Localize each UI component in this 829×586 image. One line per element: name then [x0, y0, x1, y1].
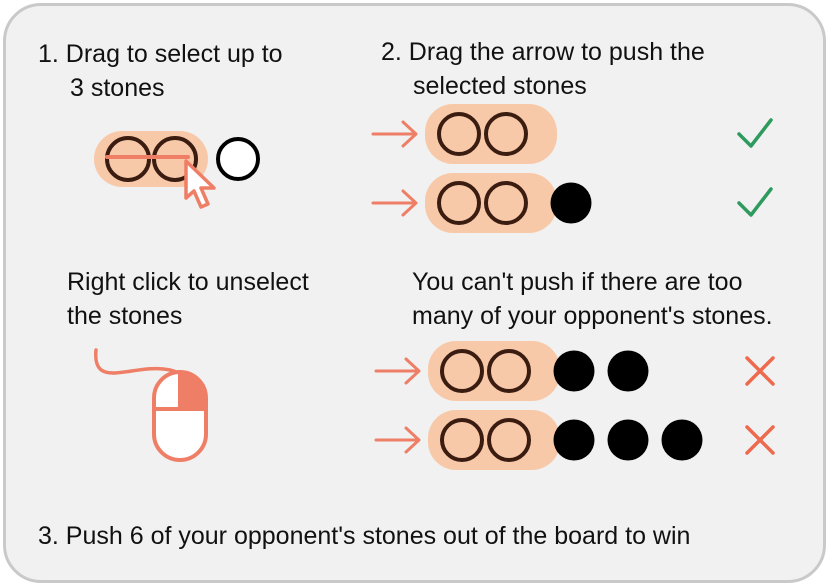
own-stone — [487, 418, 531, 462]
step1-text-line2: 3 stones — [70, 74, 165, 102]
own-stone — [487, 349, 531, 393]
step3-text: 3. Push 6 of your opponent's stones out … — [38, 522, 691, 550]
selection-highlight — [428, 341, 560, 401]
own-stone — [437, 112, 481, 156]
unselect-text-line1: Right click to unselect — [67, 268, 309, 296]
push-arrow-icon — [371, 120, 418, 148]
own-stone — [440, 418, 484, 462]
opponent-stone — [553, 350, 595, 392]
step2-text-line1: 2. Drag the arrow to push the — [381, 38, 705, 66]
cursor-icon — [184, 159, 216, 209]
step2-text-line2: selected stones — [413, 72, 587, 100]
opponent-stone — [607, 350, 649, 392]
push-arrow-icon — [374, 357, 421, 385]
selection-highlight — [428, 410, 560, 470]
instructions-panel — [3, 3, 826, 583]
opponent-stone — [553, 419, 595, 461]
unselect-text-line2: the stones — [67, 302, 183, 330]
own-stone — [484, 112, 528, 156]
step1-text-line1: 1. Drag to select up to — [38, 40, 283, 68]
opponent-stone — [661, 419, 703, 461]
right-button-highlight — [180, 373, 205, 409]
selection-highlight — [425, 104, 557, 164]
too-many-text-line1: You can't push if there are too — [412, 268, 743, 296]
push-arrow-icon — [374, 426, 421, 454]
too-many-text-line2: many of your opponent's stones. — [412, 302, 773, 330]
own-stone — [440, 349, 484, 393]
selection-highlight — [425, 173, 557, 233]
own-stone — [484, 181, 528, 225]
own-stone — [437, 181, 481, 225]
check-icon — [737, 118, 773, 148]
check-icon — [737, 187, 773, 217]
unselected-stone — [216, 137, 260, 181]
opponent-stone — [607, 419, 649, 461]
push-arrow-icon — [371, 189, 418, 217]
opponent-stone — [550, 182, 592, 224]
cross-icon — [745, 356, 775, 386]
cross-icon — [745, 425, 775, 455]
